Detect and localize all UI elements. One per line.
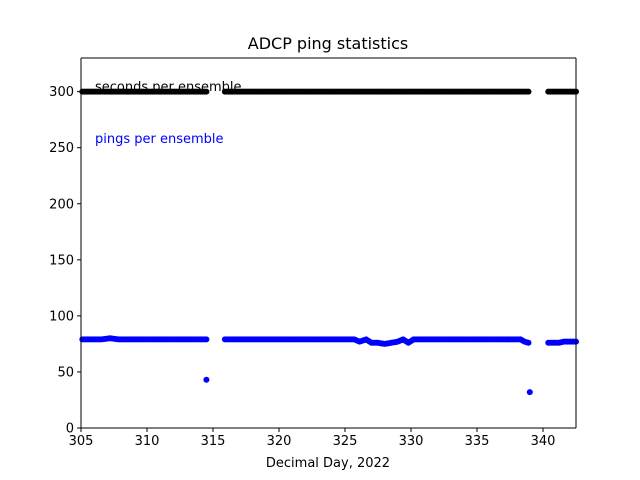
- y-tick-label: 100: [49, 309, 74, 324]
- y-tick-label: 150: [49, 253, 74, 268]
- x-tick-label: 310: [135, 434, 160, 449]
- x-tick-label: 305: [69, 434, 94, 449]
- annotation-seconds-per-ensemble: seconds per ensemble: [95, 80, 242, 95]
- x-tick-label: 340: [531, 434, 556, 449]
- y-tick-label: 200: [49, 197, 74, 212]
- annotation-pings-per-ensemble: pings per ensemble: [95, 132, 224, 147]
- data-point: [203, 336, 210, 343]
- plot-area: seconds per ensemble pings per ensemble …: [49, 57, 579, 449]
- y-axis-ticks: 0 50 100 150 200 250 300: [49, 85, 81, 437]
- x-tick-label: 325: [333, 434, 358, 449]
- series-seconds-per-ensemble: [79, 88, 579, 95]
- x-tick-label: 335: [465, 434, 490, 449]
- chart-title: ADCP ping statistics: [248, 34, 408, 53]
- x-axis-label: Decimal Day, 2022: [266, 456, 390, 471]
- data-point: [525, 339, 532, 346]
- y-tick-label: 50: [57, 365, 74, 380]
- x-axis-ticks: 305 310 315 320 325 330 335 340: [69, 428, 556, 449]
- x-tick-label: 330: [399, 434, 424, 449]
- data-point: [203, 88, 210, 95]
- y-tick-label: 0: [66, 422, 74, 437]
- data-point: [526, 389, 533, 396]
- x-tick-label: 315: [201, 434, 226, 449]
- axes-frame: [80, 57, 577, 429]
- y-tick-label: 300: [49, 85, 74, 100]
- y-tick-label: 250: [49, 141, 74, 156]
- x-tick-label: 320: [267, 434, 292, 449]
- data-point: [203, 376, 210, 383]
- data-point: [525, 88, 532, 95]
